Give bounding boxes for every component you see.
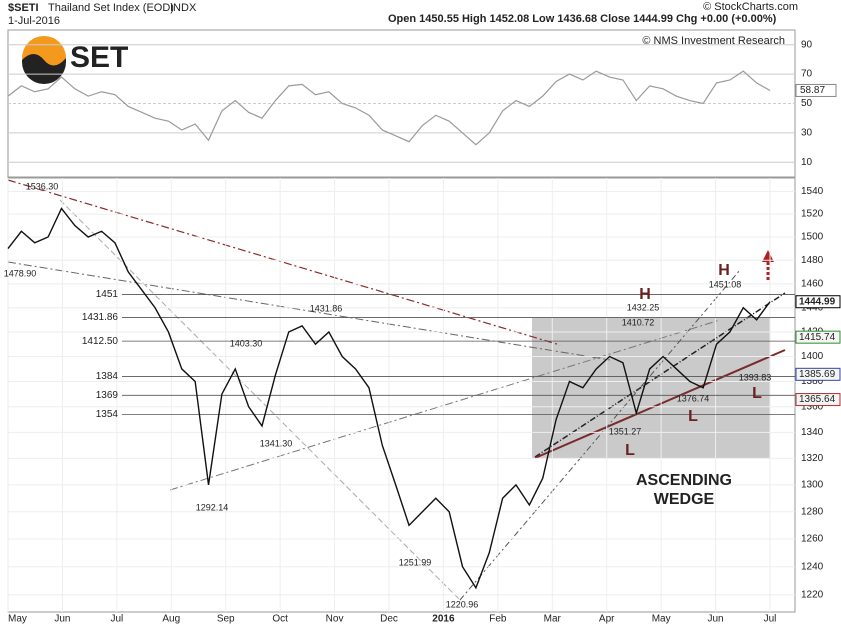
research: © NMS Investment Research	[642, 35, 785, 47]
y-tick-label: 1460	[801, 278, 824, 289]
annotation: 1403.30	[230, 338, 263, 348]
y-tick-label: 1500	[801, 232, 824, 243]
x-tick-label: Jul	[110, 614, 123, 625]
pattern-mark: H	[718, 262, 730, 279]
y-tick-label: 1520	[801, 209, 824, 220]
price-tag: 1415.74	[799, 332, 836, 343]
rsi-tag-box	[795, 83, 837, 97]
annotation: 1451.08	[709, 279, 742, 289]
wedge-lower	[534, 349, 786, 459]
y-tick-label: 1400	[801, 351, 824, 362]
x-tick-label: Mar	[544, 614, 562, 625]
logo-text: SET	[70, 41, 128, 74]
trend-line	[459, 269, 741, 601]
pattern-title: ASCENDING	[636, 472, 732, 489]
annotation: 1431.86	[310, 303, 343, 313]
index-name: Thailand Set Index (EOD)	[48, 2, 174, 14]
y-tick-label: 50	[801, 98, 813, 109]
x-tick-label: Sep	[217, 614, 235, 625]
annotation: 1251.99	[399, 557, 432, 567]
x-tick-label: Apr	[599, 614, 615, 625]
x-tick-label: Nov	[326, 614, 344, 625]
symbol: $SETI	[8, 2, 39, 14]
x-tick-label: May	[8, 614, 27, 625]
price-tag: 1444.99	[799, 296, 836, 307]
y-tick-label: 1360	[801, 401, 824, 412]
pattern-mark: H	[639, 286, 651, 303]
level-label: 1412.50	[82, 336, 119, 347]
y-tick-label: 10	[801, 157, 813, 168]
price-tag-box	[795, 295, 841, 309]
x-tick-label: Oct	[272, 614, 288, 625]
x-tick-label: Jul	[764, 614, 777, 625]
level-label: 1354	[96, 409, 119, 420]
annotation: 1410.72	[622, 317, 655, 327]
y-tick-label: 30	[801, 128, 813, 139]
annotation: 1292.14	[196, 502, 229, 512]
price-tag-box	[795, 393, 841, 407]
y-tick-label: 1240	[801, 561, 824, 572]
x-tick-label: Feb	[489, 614, 507, 625]
y-tick-label: 1220	[801, 590, 824, 601]
y-tick-label: 1300	[801, 480, 824, 491]
annotation: 1478.90	[4, 268, 37, 278]
copyright: © StockCharts.com	[703, 1, 798, 13]
y-tick-label: 1280	[801, 506, 824, 517]
price-tag: 1365.64	[799, 394, 836, 405]
wedge-upper	[534, 292, 786, 458]
level-label: 1384	[96, 371, 119, 382]
pattern-mark: L	[688, 408, 698, 425]
trend-line	[59, 199, 461, 601]
annotation: 1351.27	[609, 426, 642, 436]
annotation: 1393.83	[739, 372, 772, 382]
rsi-line	[7, 70, 771, 146]
pattern-mark: L	[752, 385, 762, 402]
price-tag-box	[795, 330, 841, 344]
annotation: 1376.74	[677, 393, 710, 403]
x-tick-label: May	[652, 614, 671, 625]
price-tag: 1385.69	[799, 369, 836, 380]
rsi-tag: 58.87	[800, 85, 825, 96]
ohlc: Open 1450.55 High 1452.08 Low 1436.68 Cl…	[388, 13, 777, 25]
x-tick-label: Dec	[380, 614, 398, 625]
y-tick-label: 1380	[801, 376, 824, 387]
x-tick-label: Jun	[54, 614, 70, 625]
pattern-mark: L	[625, 442, 635, 459]
x-tick-label: Aug	[162, 614, 180, 625]
price-line	[7, 207, 771, 590]
y-tick-label: 1340	[801, 427, 824, 438]
trend-line	[7, 261, 611, 361]
level-label: 1431.86	[82, 312, 119, 323]
level-label: 1369	[96, 390, 119, 401]
y-tick-label: 1320	[801, 453, 824, 464]
logo-wave	[22, 54, 66, 84]
y-tick-label: 1480	[801, 255, 824, 266]
date: 1-Jul-2016	[8, 15, 60, 27]
y-tick-label: 70	[801, 69, 813, 80]
annotation: 1341.30	[260, 438, 293, 448]
price-tag-box	[795, 367, 841, 381]
logo: SET	[22, 36, 128, 84]
x-tick-label: Jun	[708, 614, 724, 625]
y-tick-label: 1260	[801, 534, 824, 545]
level-label: 1451	[96, 289, 119, 300]
y-tick-label: 90	[801, 39, 813, 50]
annotation: 1536.30	[26, 181, 59, 191]
exchange: INDX	[170, 2, 197, 14]
x-tick-label: 2016	[432, 614, 455, 625]
y-tick-label: 1540	[801, 186, 824, 197]
annotation: 1432.25	[627, 302, 660, 312]
arrow-head	[762, 250, 774, 262]
annotation: 1220.96	[446, 599, 479, 609]
pattern-title: WEDGE	[654, 491, 715, 508]
